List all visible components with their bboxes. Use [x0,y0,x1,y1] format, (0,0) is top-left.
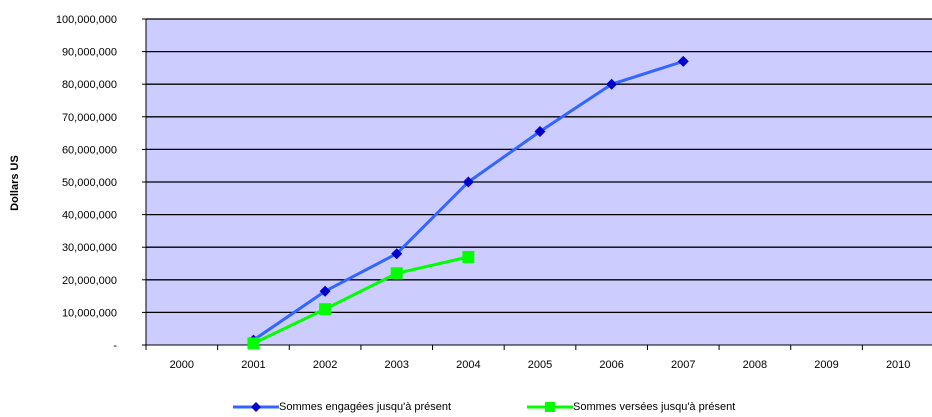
x-tick-label-3: 2003 [384,359,408,371]
y-tick-label-6: 60,000,000 [62,144,117,156]
y-axis-label: Dollars US [9,155,21,211]
series-1-point-1 [247,337,260,350]
x-tick-label-9: 2009 [814,359,838,371]
x-tick-label-4: 2004 [456,359,480,371]
series-0-point-2 [319,285,331,297]
series-0-point-4 [462,176,474,188]
y-tick-label-3: 30,000,000 [62,242,117,254]
series-0-point-7 [677,55,689,67]
legend-item-engagees: Sommes engagées jusqu'à présent [233,399,451,415]
y-tick-label-0: - [113,340,117,352]
y-tick-label-1: 10,000,000 [62,307,117,319]
gridlines [146,18,932,314]
y-tick-label-5: 50,000,000 [62,177,117,189]
x-tick-label-8: 2008 [743,359,767,371]
x-tick-label-10: 2010 [886,359,910,371]
legend-swatch-engagees [233,402,279,412]
y-tick-label-9: 90,000,000 [62,47,117,59]
y-tick-label-4: 40,000,000 [62,210,117,222]
series-1-point-2 [319,303,332,316]
y-tick-label-8: 80,000,000 [62,79,117,91]
x-tick-label-2: 2002 [313,359,337,371]
series-1-point-4 [462,250,475,263]
y-tick-label-7: 70,000,000 [62,112,117,124]
x-tick-label-6: 2006 [599,359,623,371]
legend-label-versees: Sommes versées jusqu'à présent [573,401,736,413]
series-0-point-5 [534,125,546,137]
x-tick-label-1: 2001 [241,359,265,371]
legend-swatch-versees [527,402,573,412]
y-axis-ticks: - 10,000,000 20,000,000 30,000,000 40,000,00… [56,14,146,352]
y-tick-label-10: 100,000,000 [56,14,117,26]
x-axis-ticks: 2000 2001 2002 2003 2004 2005 2006 2007 2008 2009… [145,345,910,371]
series-group [247,55,689,350]
x-tick-label-0: 2000 [170,359,194,371]
legend-label-engagees: Sommes engagées jusqu'à présent [279,401,452,413]
series-0-point-3 [391,248,403,260]
series-0-point-6 [606,78,618,90]
series-1-point-3 [390,267,403,280]
legend-item-versees: Sommes versées jusqu'à présent [527,399,735,415]
series-line-1 [252,255,469,345]
x-tick-label-5: 2005 [528,359,552,371]
x-tick-label-7: 2007 [671,359,695,371]
y-tick-label-2: 20,000,000 [62,275,117,287]
